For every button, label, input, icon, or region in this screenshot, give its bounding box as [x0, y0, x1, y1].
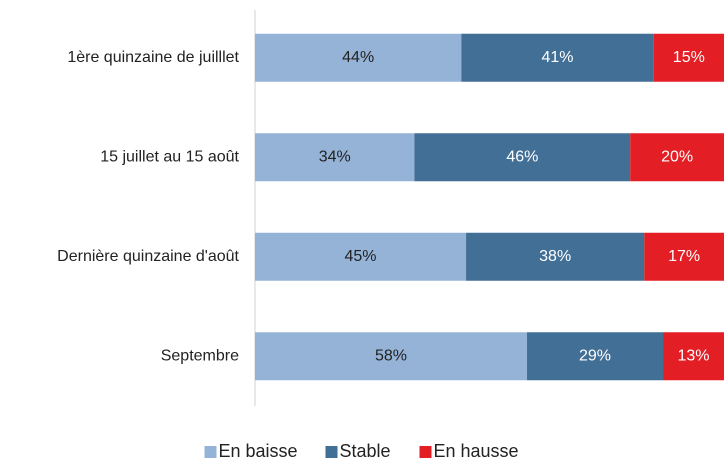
bar-segment: [644, 232, 724, 281]
legend-label: En hausse: [434, 441, 519, 461]
bar-segment: [527, 332, 664, 381]
data-label: 29%: [579, 347, 611, 364]
y-tick-label: Dernière quinzaine d'août: [57, 248, 239, 265]
bar-segment: [255, 232, 467, 281]
data-label: 46%: [506, 148, 538, 165]
legend-swatch: [325, 446, 338, 458]
data-label: 13%: [677, 347, 709, 364]
y-tick-label: 15 juillet au 15 août: [100, 148, 239, 165]
bar-segment: [663, 332, 724, 381]
bar-segment: [653, 33, 724, 82]
data-label: 58%: [375, 347, 407, 364]
data-label: 15%: [673, 49, 705, 66]
data-label: 45%: [345, 248, 377, 265]
bar-segment: [466, 232, 645, 281]
legend-label: Stable: [340, 441, 391, 461]
legend-label: En baisse: [219, 441, 298, 461]
bar-segment: [255, 33, 462, 82]
y-tick-label: 1ère quinzaine de juilllet: [67, 49, 239, 66]
data-label: 20%: [661, 148, 693, 165]
legend-swatch: [419, 446, 432, 458]
y-tick-label: Septembre: [161, 347, 239, 364]
bar-segment: [255, 332, 528, 381]
legend-swatch: [204, 446, 217, 458]
data-label: 34%: [319, 148, 351, 165]
bar-segment: [255, 133, 415, 182]
bar-segment: [414, 133, 631, 182]
data-label: 44%: [342, 49, 374, 66]
bar-segment: [630, 133, 724, 182]
bar-segment: [461, 33, 654, 82]
data-label: 41%: [541, 49, 573, 66]
data-label: 17%: [668, 248, 700, 265]
data-label: 38%: [539, 248, 571, 265]
